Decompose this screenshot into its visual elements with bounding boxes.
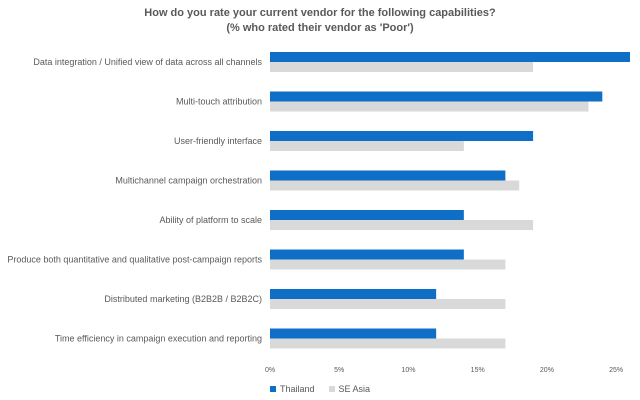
- bar-thailand: [270, 131, 534, 141]
- chart-title: How do you rate your current vendor for …: [144, 7, 496, 19]
- bar-thailand: [270, 249, 464, 260]
- legend-swatch-thailand: [270, 386, 276, 392]
- bar-se-asia: [270, 220, 534, 230]
- bar-se-asia: [270, 259, 506, 270]
- category-label: Multi-touch attribution: [176, 97, 262, 107]
- x-tick-label: 20%: [540, 367, 554, 374]
- bar-se-asia: [270, 101, 589, 112]
- bar-thailand: [270, 170, 506, 181]
- bar-thailand: [270, 91, 603, 102]
- x-tick-label: 10%: [401, 367, 415, 374]
- bar-thailand: [270, 289, 437, 299]
- x-tick-label: 5%: [334, 367, 344, 374]
- category-label: Produce both quantitative and qualitativ…: [7, 255, 262, 265]
- x-tick-label: 15%: [471, 367, 485, 374]
- x-tick-label: 0%: [265, 367, 275, 374]
- bar-thailand: [270, 210, 464, 220]
- category-label: Ability of platform to scale: [159, 215, 262, 225]
- chart-title-block: How do you rate your current vendor for …: [0, 6, 640, 36]
- legend-label-thailand: Thailand: [280, 384, 315, 394]
- bar-se-asia: [270, 62, 534, 72]
- legend-swatch-se-asia: [328, 386, 335, 392]
- bar-thailand: [270, 328, 437, 339]
- bar-se-asia: [270, 180, 520, 191]
- category-label: User-friendly interface: [174, 136, 262, 146]
- bar-se-asia: [270, 141, 464, 151]
- category-label: Data integration / Unified view of data …: [33, 57, 262, 67]
- x-tick-label: 25%: [609, 367, 623, 374]
- legend-item-se-asia: SE Asia: [328, 384, 371, 394]
- category-label: Distributed marketing (B2B2B / B2B2C): [104, 294, 262, 304]
- category-label: Time efficiency in campaign execution an…: [55, 334, 262, 344]
- legend-item-thailand: Thailand: [270, 384, 315, 394]
- bar-se-asia: [270, 299, 506, 309]
- bar-thailand: [270, 52, 630, 62]
- legend-label-se-asia: SE Asia: [338, 384, 371, 394]
- chart-legend: Thailand SE Asia: [270, 384, 370, 394]
- category-label: Multichannel campaign orchestration: [115, 176, 262, 186]
- chart-subtitle: (% who rated their vendor as 'Poor'): [226, 22, 414, 34]
- bar-se-asia: [270, 338, 506, 349]
